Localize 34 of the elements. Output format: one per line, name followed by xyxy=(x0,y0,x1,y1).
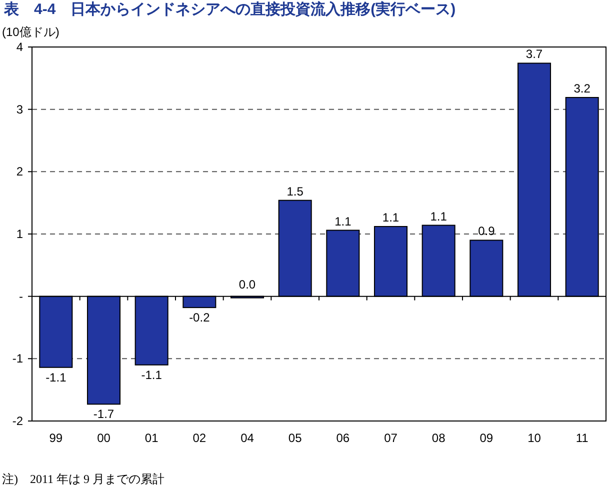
x-tick-label: 09 xyxy=(480,431,494,445)
data-label: 1.5 xyxy=(286,184,304,198)
y-tick-label: 4 xyxy=(16,40,24,54)
y-tick-label: - xyxy=(19,289,23,304)
data-label: 0.9 xyxy=(478,224,496,238)
data-label: 0.0 xyxy=(238,277,256,292)
data-label: 3.7 xyxy=(526,47,543,62)
y-tick-label: -1 xyxy=(12,352,24,366)
x-tick-label: 11 xyxy=(576,431,589,445)
x-tick-label: 06 xyxy=(336,431,350,445)
x-tick-label: 99 xyxy=(49,431,63,445)
y-tick-label: 3 xyxy=(16,102,24,116)
y-tick-label: 2 xyxy=(16,164,24,179)
x-tick-label: 07 xyxy=(384,431,398,445)
x-tick-label: 05 xyxy=(288,431,302,445)
y-tick-label: -2 xyxy=(12,414,24,428)
data-label: 3.2 xyxy=(574,81,591,96)
data-label: 1.1 xyxy=(430,209,448,224)
data-label: -1.1 xyxy=(141,368,162,382)
data-label: 1.1 xyxy=(382,210,400,225)
x-tick-label: 02 xyxy=(192,431,206,445)
chart-title: 表 4-4 日本からインドネシアへの直接投資流入推移(実行ベース) xyxy=(3,0,456,18)
data-label: 1.1 xyxy=(334,214,352,228)
text: 注) 2011 年は 9 月までの累計 xyxy=(2,472,165,486)
y-tick-label: 1 xyxy=(16,227,24,241)
data-label: -1.1 xyxy=(46,370,67,384)
x-tick-label: 00 xyxy=(97,431,111,445)
data-label: -0.2 xyxy=(189,310,210,325)
data-label: -1.7 xyxy=(93,407,114,422)
x-tick-label: 04 xyxy=(240,431,254,445)
x-tick-label: 01 xyxy=(144,431,159,445)
y-axis-title: (10億ドル) xyxy=(2,25,60,39)
x-tick-label: 10 xyxy=(528,431,542,445)
x-tick-label: 08 xyxy=(432,431,446,445)
